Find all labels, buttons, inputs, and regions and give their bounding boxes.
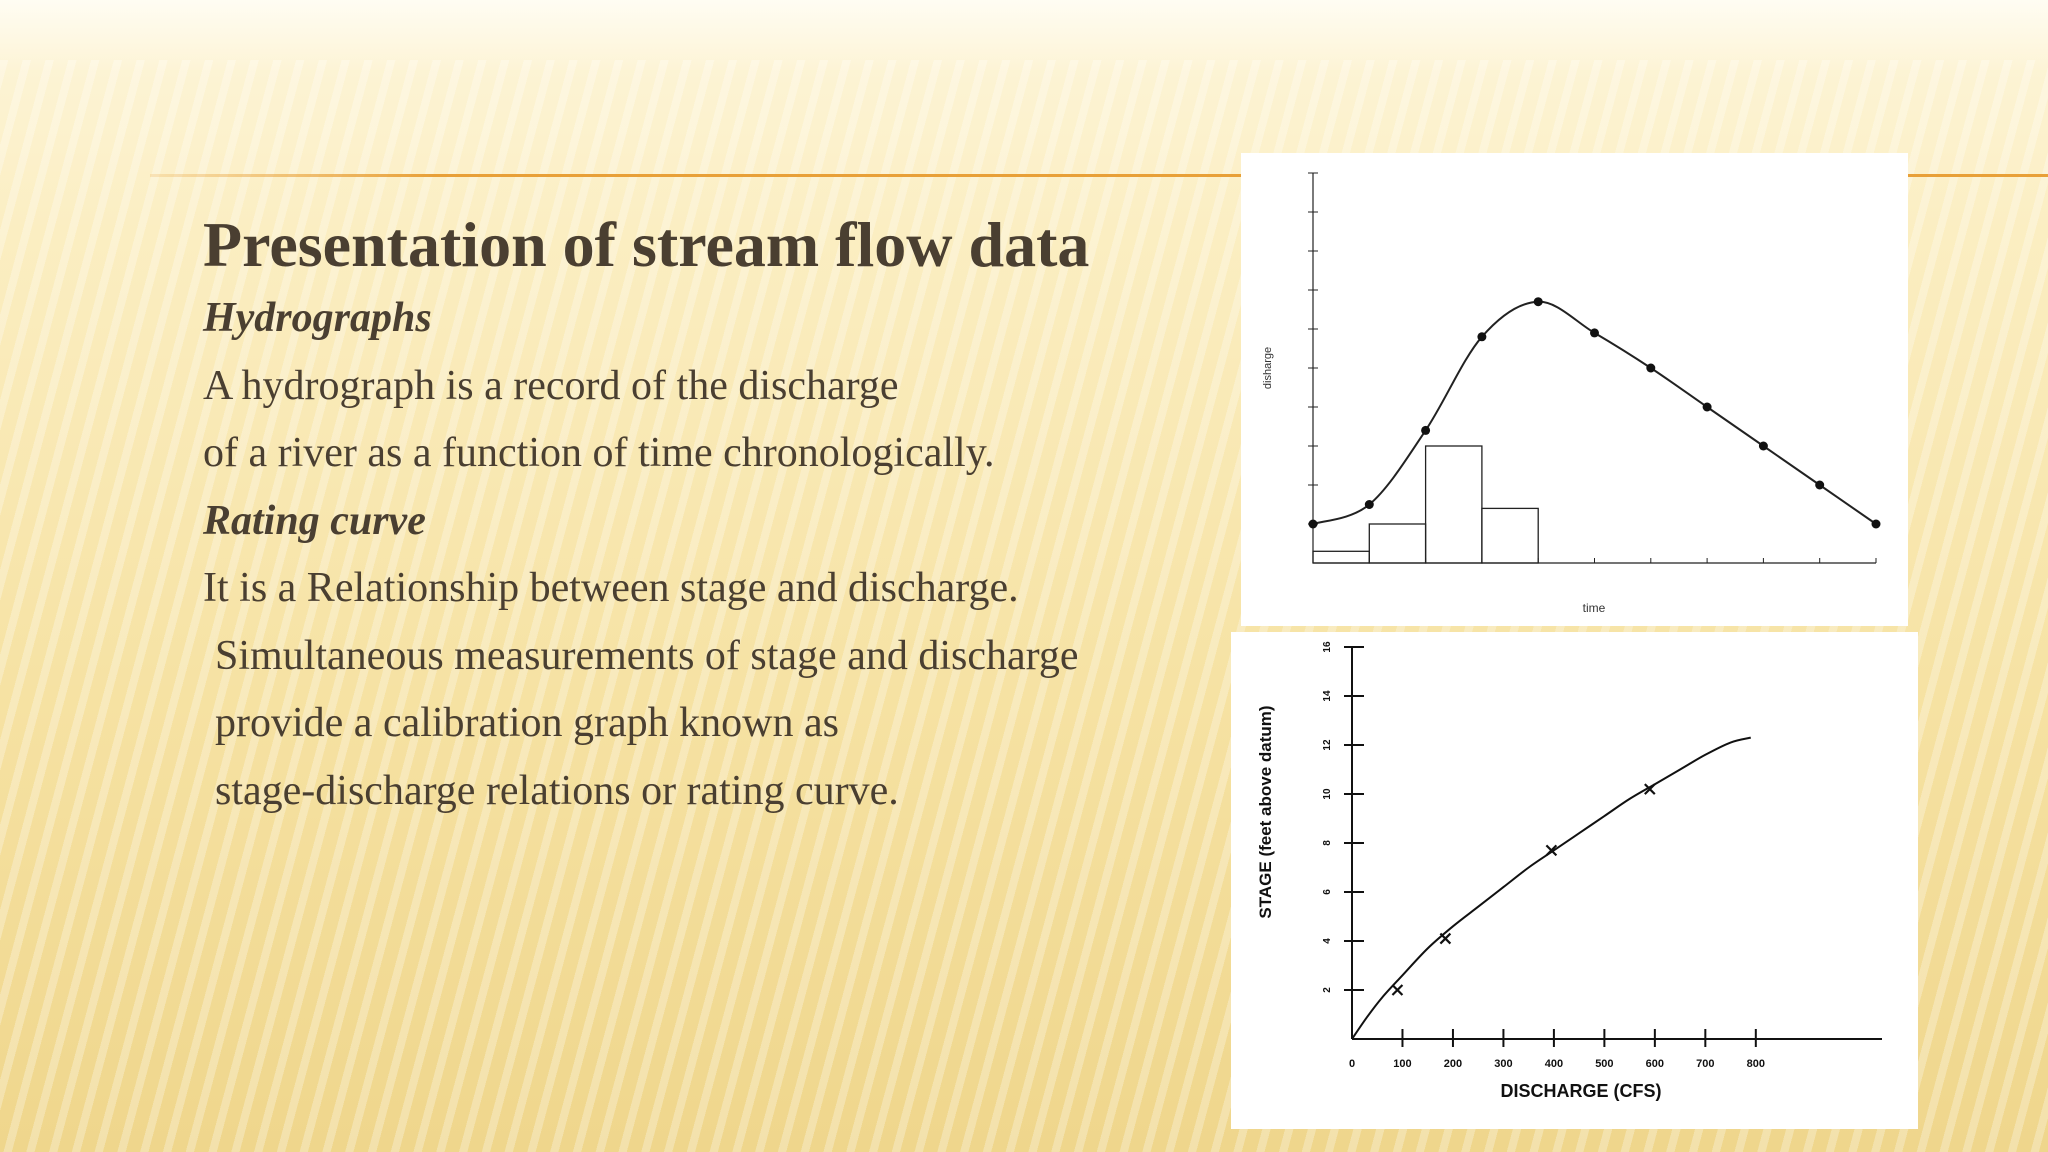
hydrograph-point [1308,519,1318,529]
rating-y-tick-label: 10 [1322,788,1333,800]
hydrograph-chart: disharge time [1241,153,1908,626]
text-line: Simultaneous measurements of stage and d… [215,632,1079,679]
rating-x-tick-label: 700 [1696,1058,1714,1070]
hydrograph-point [1871,519,1881,529]
hydrograph-y-label: disharge [1262,347,1274,389]
hydrograph-point [1590,328,1599,338]
rating-curve-chart: STAGE (feet above datum) DISCHARGE (CFS)… [1231,632,1918,1129]
hydrograph-svg: disharge time [1262,172,1881,615]
rating-y-tick-label: 16 [1322,641,1333,653]
hydrograph-point [1533,297,1543,307]
hydrograph-point [1702,402,1712,412]
rating-x-tick-label: 200 [1444,1058,1462,1070]
hydrograph-point [1646,363,1656,373]
rating-curve-svg: STAGE (feet above datum) DISCHARGE (CFS)… [1256,641,1882,1101]
rating-x-tick-label: 300 [1494,1058,1512,1070]
rating-y-tick-label: 12 [1322,739,1333,751]
hydrograph-bar [1481,507,1539,564]
heading-hydrographs: Hydrographs [203,295,432,341]
hydrograph-point [1815,480,1825,490]
hydrograph-point [1477,332,1487,342]
slide-title: Presentation of stream flow data [203,209,1090,280]
text-line: provide a calibration graph known as [215,700,839,746]
rating-y-tick-label: 6 [1322,889,1333,895]
rating-x-tick-label: 800 [1747,1058,1765,1070]
rating-y-tick-label: 8 [1322,840,1333,846]
slide-text: Presentation of stream flow data Hydrogr… [203,205,1203,825]
title-rule [150,174,2048,177]
hydrograph-bar [1424,445,1483,564]
rating-x-tick-label: 600 [1646,1058,1664,1070]
rating-curve-line [1351,736,1751,1040]
hydrograph-x-label: time [1583,601,1606,615]
text-line: stage-discharge relations or rating curv… [215,767,899,814]
rating-y-label: STAGE (feet above datum) [1256,705,1275,918]
hydrograph-bar [1312,550,1370,564]
text-line: It is a Relationship between stage and d… [203,565,1019,611]
heading-rating-curve: Rating curve [203,497,426,544]
rating-measurement-point [1545,844,1558,857]
text-line: of a river as a function of time chronol… [203,430,995,476]
hydrograph-point [1421,425,1431,435]
rating-x-tick-label: 100 [1393,1058,1411,1070]
text-line: A hydrograph is a record of the discharg… [203,362,899,409]
rating-x-tick-label: 400 [1545,1058,1563,1070]
rating-x-label: DISCHARGE (CFS) [1501,1081,1662,1101]
rating-y-tick-label: 2 [1322,987,1333,993]
rating-y-tick-label: 14 [1322,690,1333,702]
rating-measurement-point [1644,783,1656,795]
hydrograph-bar [1368,523,1427,564]
hydrograph-point [1758,441,1768,451]
rating-measurement-point [1391,984,1404,996]
rating-measurement-point [1439,932,1452,945]
rating-x-tick-label: 0 [1349,1058,1355,1070]
slide-header-band [0,0,2048,70]
hydrograph-point [1364,500,1374,509]
rating-x-tick-label: 500 [1595,1058,1613,1070]
rating-y-tick-label: 4 [1322,938,1333,944]
